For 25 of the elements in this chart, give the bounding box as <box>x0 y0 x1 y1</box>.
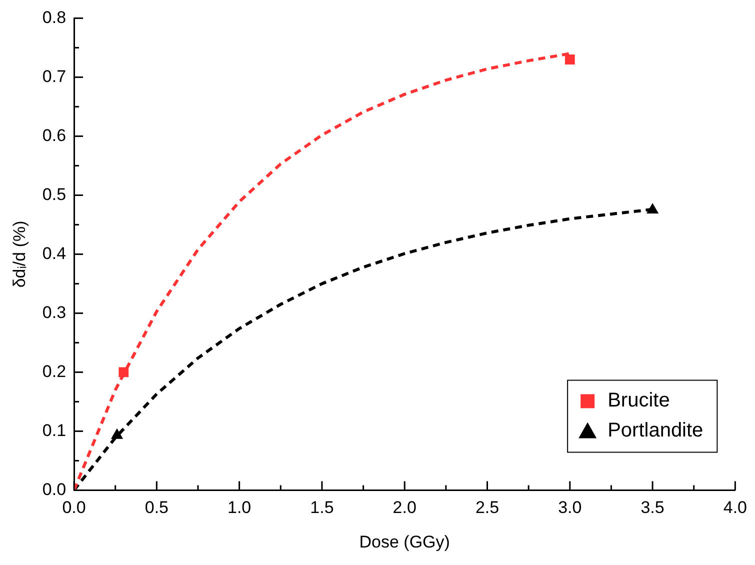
x-tick-label: 3.5 <box>640 498 664 518</box>
y-tick-label: 0.4 <box>42 244 66 263</box>
y-tick-label: 0.1 <box>42 420 66 440</box>
x-tick-label: 1.0 <box>228 498 252 518</box>
legend-label: Portlandite <box>608 420 704 442</box>
point <box>646 202 659 214</box>
y-tick-label: 0.5 <box>42 184 66 204</box>
y-tick-label: 0.2 <box>42 362 66 381</box>
y-tick-label: 0.6 <box>42 126 66 145</box>
y-tick-label: 0.3 <box>42 302 66 322</box>
y-tick-label: 0.8 <box>42 8 66 27</box>
legend-label: Brucite <box>608 390 670 412</box>
point <box>564 54 575 64</box>
y-tick-label: 0.0 <box>42 480 66 499</box>
x-tick-label: 4.0 <box>723 498 748 518</box>
x-tick-label: 2.0 <box>392 498 416 518</box>
x-tick-label: 0.0 <box>62 498 86 518</box>
x-axis-title: Dose (GGy) <box>359 532 450 552</box>
point <box>110 428 124 439</box>
x-tick-label: 2.5 <box>475 498 500 518</box>
x-tick-label: 0.5 <box>144 498 168 518</box>
y-axis-title: δdᵢ/d (%) <box>10 220 29 288</box>
y-tick-label: 0.7 <box>42 66 66 86</box>
x-tick-label: 3.0 <box>558 498 582 518</box>
x-tick-label: 1.5 <box>310 498 334 518</box>
